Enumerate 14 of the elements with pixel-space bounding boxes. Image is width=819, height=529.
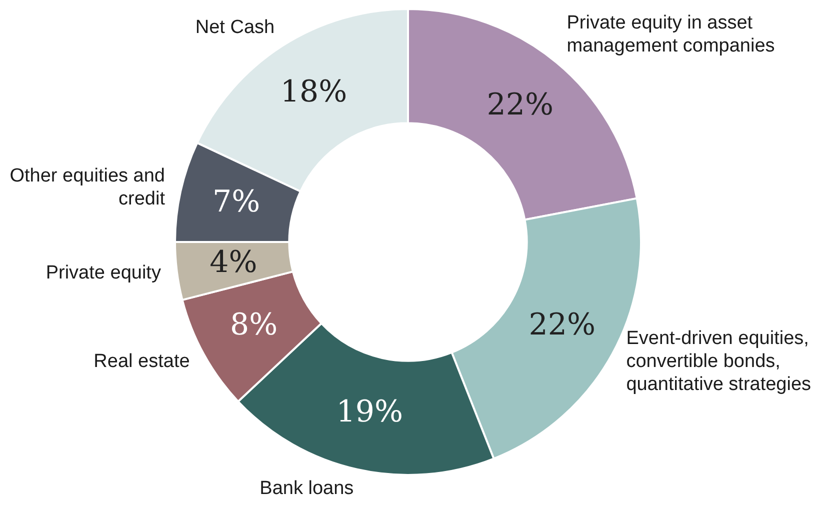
slice-label: Event-driven equities, convertible bonds, quantitative strategies [626,328,812,396]
slice-label: Private equity in asset management companies [566,12,775,56]
slice-label: Bank loans [260,478,354,500]
slice-label: Private equity [46,262,162,284]
data-label: 8% [230,308,278,343]
data-label: 22% [486,87,554,122]
slice-label: Other equities and credit [10,165,166,210]
data-label: 22% [528,308,596,343]
data-label: 19% [336,394,403,430]
data-label: 18% [280,74,348,110]
data-label: 7% [212,184,260,220]
data-label: 4% [210,244,258,280]
slice-label: Real estate [94,351,190,372]
slice-label: Net Cash [195,16,275,38]
